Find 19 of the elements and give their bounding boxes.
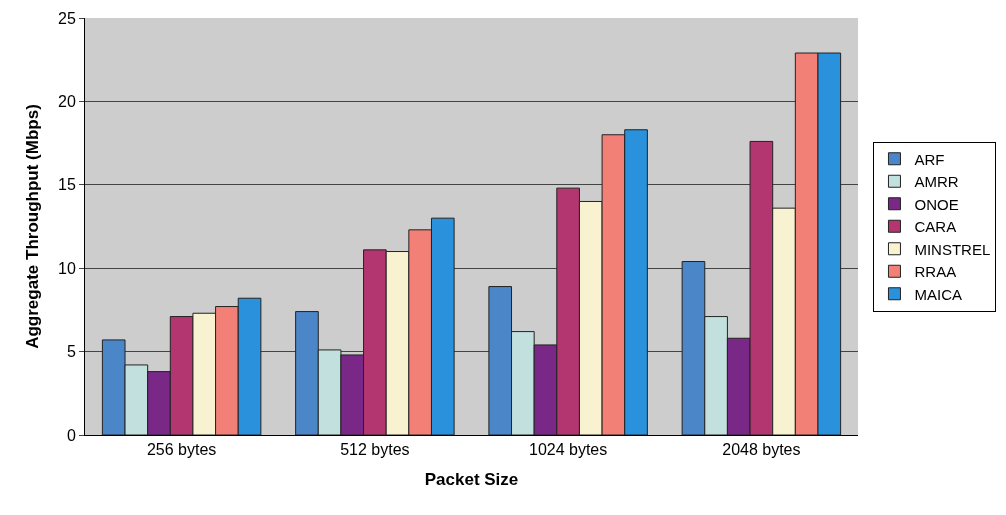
- x-axis-title: Packet Size: [424, 469, 519, 489]
- x-tick-label: 2048 bytes: [722, 441, 801, 459]
- legend-label: MINSTREL: [914, 240, 991, 258]
- y-axis-title: Aggregate Throughput (Mbps): [22, 104, 42, 349]
- legend-label: ARF: [914, 150, 945, 168]
- legend-label: ONOE: [914, 195, 959, 213]
- y-tick-label: 10: [58, 259, 76, 277]
- legend-label: RRAA: [914, 263, 957, 281]
- y-tick-label: 20: [58, 93, 76, 110]
- y-tick-label: 0: [66, 426, 76, 444]
- legend-label: MAICA: [914, 285, 962, 303]
- y-tick-label: 25: [58, 9, 76, 27]
- y-tick-label: 15: [58, 176, 76, 194]
- legend-label: AMRR: [914, 173, 959, 191]
- x-tick-label: 1024 bytes: [528, 441, 608, 459]
- x-tick-label: 256 bytes: [146, 441, 217, 459]
- legend-label: CARA: [914, 218, 957, 236]
- y-tick-label: 5: [66, 343, 76, 361]
- x-tick-label: 512 bytes: [340, 441, 410, 459]
